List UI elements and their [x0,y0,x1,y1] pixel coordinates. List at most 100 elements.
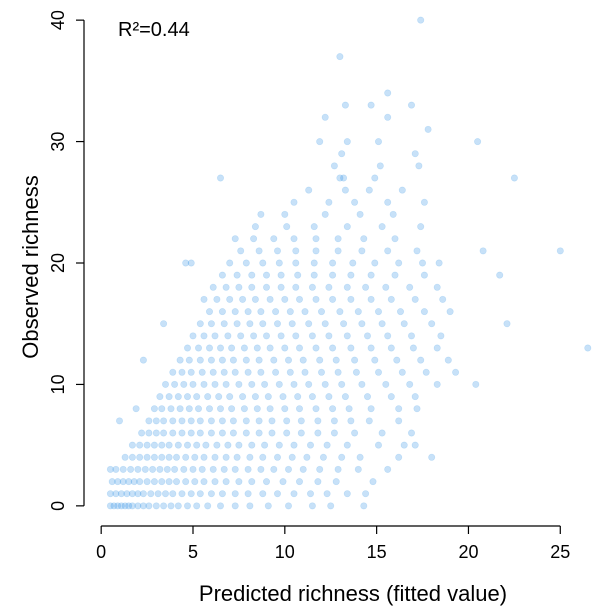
data-point [204,393,212,401]
data-point [415,162,423,170]
data-point [334,465,342,473]
data-point [317,308,325,316]
data-point [117,490,125,498]
data-point [229,429,237,437]
data-point [211,332,219,340]
data-point [231,490,239,498]
data-point [222,283,230,291]
data-point [338,150,346,158]
data-point [128,490,136,498]
data-point [351,429,359,437]
data-point [202,441,210,449]
data-point [128,453,136,461]
data-point [336,308,344,316]
data-point [316,138,324,146]
r-squared-annotation: R²=0.44 [118,19,190,41]
data-point [292,259,300,267]
data-point [299,356,307,364]
data-point [325,393,333,401]
data-point [376,162,384,170]
data-point [259,259,267,267]
data-point [248,478,256,486]
data-point [273,320,281,328]
data-point [206,308,214,316]
data-point [217,344,225,352]
data-point [231,368,239,376]
data-point [173,478,181,486]
data-point [255,417,263,425]
data-point [233,271,241,279]
data-point [246,502,254,510]
data-point [321,380,329,388]
data-point [196,429,204,437]
data-point [160,502,168,510]
data-point [231,235,239,243]
data-point [114,502,122,510]
data-point [106,490,114,498]
data-point [329,344,337,352]
data-point [235,478,243,486]
data-point [228,344,236,352]
data-point [182,453,190,461]
data-point [407,101,415,109]
data-point [178,429,186,437]
data-point [226,295,234,303]
data-point [367,344,375,352]
data-point [321,113,329,121]
data-point [207,490,215,498]
data-point [191,478,199,486]
data-point [165,478,173,486]
data-point [556,247,564,255]
data-point [295,295,303,303]
data-point [200,380,208,388]
data-point [180,465,188,473]
data-point [222,453,230,461]
data-point [317,368,325,376]
data-point [305,186,313,194]
data-point [277,332,285,340]
data-point [378,320,386,328]
data-point [332,478,340,486]
data-point [474,138,482,146]
data-point [343,223,351,231]
data-point [244,368,252,376]
data-point [417,356,425,364]
data-point [316,356,324,364]
data-point [266,295,274,303]
data-point [327,502,335,510]
data-point [319,453,327,461]
data-point [384,465,392,473]
data-point [354,465,362,473]
data-point [283,223,291,231]
data-point [209,283,217,291]
data-point [356,453,364,461]
data-point [334,235,342,243]
data-point [347,344,355,352]
data-point [218,308,226,316]
data-point [297,429,305,437]
x-axis-title: Predicted richness (fitted value) [199,581,507,606]
data-point [329,259,337,267]
data-point [189,332,197,340]
points-layer [106,16,592,510]
data-point [270,235,278,243]
data-point [261,380,269,388]
data-point [110,502,118,510]
data-point [152,417,160,425]
data-point [290,441,298,449]
data-point [242,429,250,437]
x-tick-label: 5 [188,542,198,562]
data-point [281,210,289,218]
data-point [187,259,195,267]
data-point [503,320,511,328]
data-point [196,320,204,328]
data-point [284,502,292,510]
x-tick-label: 25 [550,542,570,562]
data-point [239,295,247,303]
data-point [262,478,270,486]
data-point [384,332,392,340]
data-point [125,478,133,486]
data-point [180,380,188,388]
data-point [217,502,225,510]
data-point [343,283,351,291]
